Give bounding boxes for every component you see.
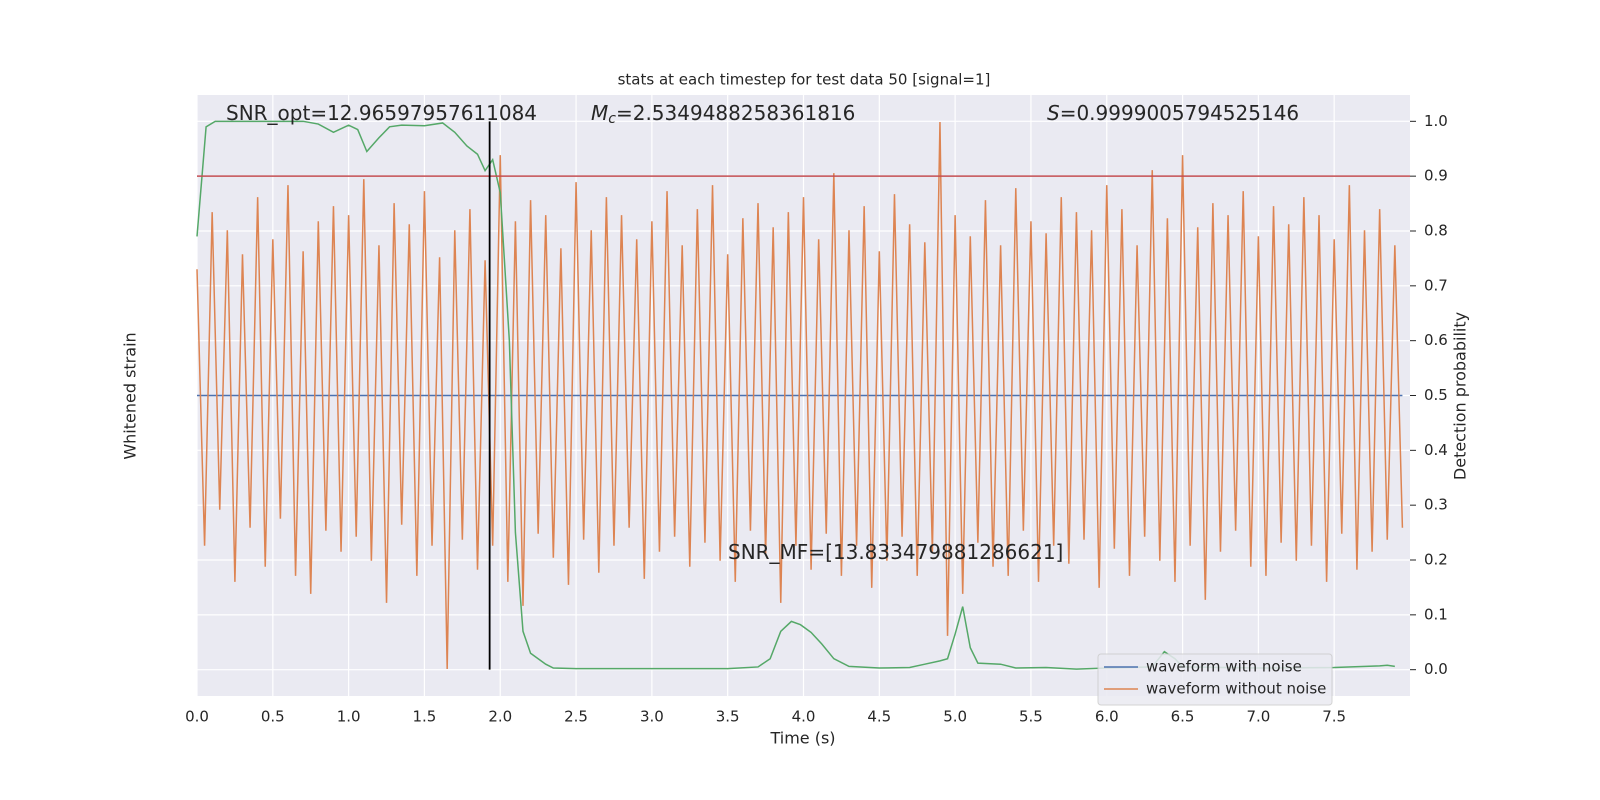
x-tick-label: 4.5 [867,708,891,726]
y2-tick-label: 0.5 [1424,386,1448,404]
y2-tick-label: 0.7 [1424,276,1448,294]
annotation: SNR_MF=[13.833479881286621] [728,540,1063,564]
legend-box [1097,653,1333,706]
x-tick-label: 2.0 [488,708,512,726]
x-tick-label: 4.0 [792,708,816,726]
annotation-subscript: c [608,111,616,127]
x-tick-label: 0.5 [261,708,285,726]
x-tick-label: 6.5 [1171,708,1195,726]
y2-tick-label: 0.6 [1424,331,1448,349]
annotation-symbol: S [1047,101,1060,125]
annotation-text: SNR_opt=12.96597957611084 [226,101,537,125]
y2-axis-label: Detection probability [1451,312,1470,480]
x-tick-label: 1.0 [337,708,361,726]
annotation: SNR_opt=12.96597957611084 [226,101,537,125]
series-line [196,120,1395,670]
y2-tick-label: 0.3 [1424,496,1448,514]
y2-tick-label: 0.9 [1424,167,1448,185]
annotation-symbol: M [591,101,608,125]
y2-tick-label: 0.8 [1424,221,1448,239]
annotation: Mc=2.5349488258361816 [591,101,855,128]
y2-tick-label: 0.2 [1424,551,1448,569]
x-tick-label: 6.0 [1095,708,1119,726]
x-tick-label: 2.5 [564,708,588,726]
chart-title: stats at each timestep for test data 50 … [618,71,991,89]
y2-tick-label: 0.1 [1424,605,1448,623]
x-tick-label: 5.0 [943,708,967,726]
series-line [196,122,1404,669]
annotation-text: =2.5349488258361816 [616,101,855,125]
legend-label: waveform without noise [1146,680,1326,698]
y2-tick-label: 0.0 [1424,660,1448,678]
x-tick-label: 3.5 [716,708,740,726]
x-tick-label: 1.5 [413,708,437,726]
annotation-text: =0.9999005794525146 [1060,101,1299,125]
x-tick-label: 5.5 [1019,708,1043,726]
x-tick-label: 7.0 [1246,708,1270,726]
legend-label: waveform with noise [1146,658,1302,676]
y-axis-label: Whitened strain [121,332,140,459]
x-tick-label: 7.5 [1322,708,1346,726]
x-tick-label: 3.0 [640,708,664,726]
annotation: S=0.9999005794525146 [1047,101,1299,125]
y2-tick-label: 1.0 [1424,112,1448,130]
y2-tick-label: 0.4 [1424,441,1448,459]
x-axis-label: Time (s) [769,729,835,748]
annotation-text: SNR_MF=[13.833479881286621] [728,540,1063,564]
x-tick-label: 0.0 [185,708,209,726]
